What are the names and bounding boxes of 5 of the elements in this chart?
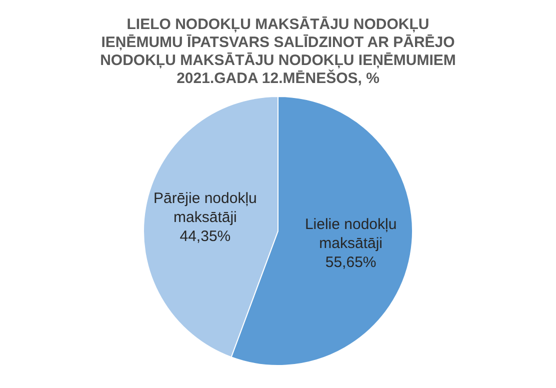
slice-label: Lielie nodokļu maksātāji <box>304 216 397 252</box>
chart-title: LIELO NODOKĻU MAKSĀTĀJU NODOKĻU IEŅĒMUMU ĪPATSVARS SALĪDZINOT AR PĀRĒJO NODOKĻU MAKSĀTĀJU NODOKĻU IEŅĒMUMIEM 2021.GADA 12.MĒNEŠOS, % <box>100 16 456 88</box>
data-label: 44,35% <box>180 228 231 246</box>
slice-label: Pārējie nodokļu maksātāji <box>153 190 257 226</box>
data-label: 55,65% <box>325 254 376 272</box>
